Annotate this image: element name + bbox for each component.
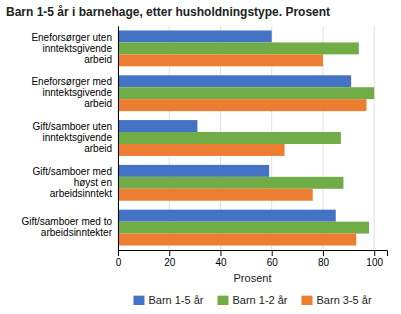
series	[118, 54, 367, 245]
bars	[118, 30, 374, 245]
x-tick-mark	[220, 250, 221, 256]
y-tick-label-line: Eneforsørger uten	[31, 32, 112, 43]
bar	[118, 234, 356, 246]
y-tick-label-line: inntektsgivende	[43, 43, 113, 54]
x-tick: 60	[267, 250, 279, 268]
legend-label: Barn 1-2 år	[232, 294, 287, 306]
series	[118, 42, 374, 233]
bar	[118, 132, 341, 144]
grid-line	[374, 26, 375, 250]
y-tick-label: Gift/samboer uteninntektsgivendearbeid	[33, 121, 113, 154]
x-tick: 80	[318, 250, 330, 268]
grid	[118, 26, 374, 250]
grid-line	[118, 26, 119, 250]
x-tick-mark	[169, 250, 170, 256]
series	[118, 30, 351, 221]
x-tick-label: 0	[116, 257, 122, 268]
y-tick: Eneforsørger uteninntektsgivendearbeid	[31, 32, 118, 65]
bar	[118, 42, 359, 54]
x-tick-mark	[118, 250, 119, 256]
x-tick-mark	[374, 250, 375, 256]
legend-item: Barn 1-5 år	[133, 294, 203, 306]
x-tick-mark	[323, 250, 324, 256]
legend-swatch	[217, 296, 228, 305]
y-tick-label-line: Gift/samboer med to	[21, 216, 112, 227]
y-tick-label: Eneforsørger medinntektsgivendearbeid	[31, 76, 112, 109]
x-tick-label: 40	[215, 257, 227, 268]
chart: Barn 1-5 år i barnehage, etter husholdni…	[0, 0, 401, 314]
x-axis-title: Prosent	[234, 272, 272, 284]
y-tick-label-line: inntektsgivende	[43, 132, 113, 143]
x-axis: 0 20 40 60 80 100	[116, 250, 388, 268]
y-tick-label: Gift/samboer medhøyst enarbeidsinntekt	[33, 166, 113, 199]
y-tick-label-line: Gift/samboer uten	[33, 121, 112, 132]
x-tick-label: 60	[267, 257, 279, 268]
y-tick: Gift/samboer med toarbeidsinntekter	[21, 216, 118, 238]
legend-item: Barn 3-5 år	[302, 294, 372, 306]
x-tick-mark	[272, 250, 273, 256]
bar	[118, 144, 285, 156]
y-axis: Eneforsørger uteninntektsgivendearbeidEn…	[21, 27, 118, 251]
x-tick: 100	[366, 250, 383, 268]
plot: 020406080100Eneforsørger uteninntektsgiv…	[21, 26, 387, 268]
x-tick-label: 100	[366, 257, 383, 268]
y-tick-label-line: arbeid	[84, 98, 112, 109]
bar	[118, 177, 343, 189]
x-axis-line	[119, 251, 388, 257]
bar	[118, 99, 367, 111]
legend-swatch	[302, 296, 313, 305]
x-tick-label: 80	[318, 257, 330, 268]
legend-item: Barn 1-2 år	[217, 294, 287, 306]
legend-label: Barn 3-5 år	[317, 294, 372, 306]
bar	[118, 75, 351, 87]
y-tick-label-line: arbeidsinntekter	[41, 227, 113, 238]
y-tick-label-line: Eneforsørger med	[31, 76, 112, 87]
y-tick-label: Gift/samboer med toarbeidsinntekter	[21, 216, 112, 238]
bar	[118, 222, 369, 234]
title: Barn 1-5 år i barnehage, etter husholdni…	[6, 5, 330, 19]
y-tick: Gift/samboer medhøyst enarbeidsinntekt	[33, 166, 118, 199]
y-tick-label-line: høyst en	[74, 177, 112, 188]
x-tick: 0	[116, 250, 122, 268]
x-tick: 20	[164, 250, 176, 268]
y-tick: Gift/samboer uteninntektsgivendearbeid	[33, 121, 118, 154]
bar	[118, 165, 269, 177]
y-tick-label-line: Gift/samboer med	[33, 166, 112, 177]
legend-swatch	[133, 296, 144, 305]
bar	[118, 87, 374, 99]
x-tick: 40	[215, 250, 227, 268]
bar	[118, 120, 197, 132]
y-axis-line	[118, 27, 119, 251]
y-tick-label-line: arbeidsinntekt	[50, 188, 112, 199]
y-tick: Eneforsørger medinntektsgivendearbeid	[31, 76, 118, 109]
bar	[118, 210, 336, 222]
bar	[118, 54, 323, 66]
legend-label: Barn 1-5 år	[148, 294, 203, 306]
legend: Barn 1-5 år Barn 1-2 år Barn 3-5 år	[133, 294, 371, 306]
x-tick-label: 20	[164, 257, 176, 268]
y-tick-label-line: arbeid	[84, 54, 112, 65]
y-tick-label-line: arbeid	[84, 143, 112, 154]
y-tick-label: Eneforsørger uteninntektsgivendearbeid	[31, 32, 112, 65]
y-tick-label-line: inntektsgivende	[43, 87, 113, 98]
bar	[118, 30, 272, 42]
bar	[118, 189, 313, 201]
